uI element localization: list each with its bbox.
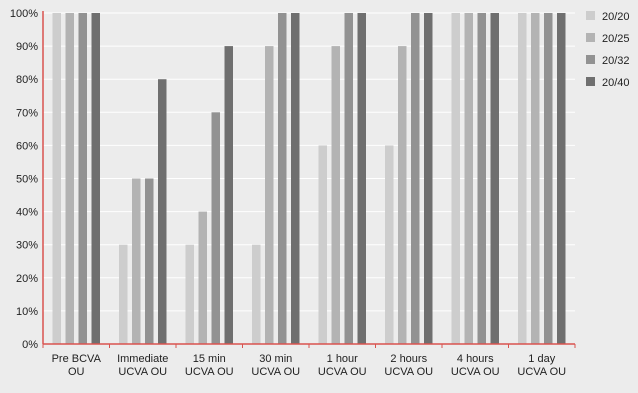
x-category-label: 30 min UCVA OU xyxy=(251,353,300,378)
bar xyxy=(518,13,527,344)
bar xyxy=(78,13,87,344)
gridlines xyxy=(43,12,575,312)
y-tick-label: 80% xyxy=(16,74,38,86)
x-category-labels: Pre BCVA OU Immediate UCVA OU 15 min UCVA OU 3… xyxy=(52,353,567,378)
bar xyxy=(65,13,74,344)
bar xyxy=(411,13,420,344)
bar xyxy=(398,46,407,344)
x-category-label: 2 hours UCVA OU xyxy=(384,353,433,378)
bar xyxy=(318,145,327,344)
x-category-label: 1 day UCVA OU xyxy=(517,353,566,378)
bar xyxy=(132,178,141,344)
legend-swatch xyxy=(586,55,595,64)
y-tick-label: 90% xyxy=(16,41,38,53)
legend-label: 20/25 xyxy=(602,33,630,45)
bar xyxy=(464,13,473,344)
legend-swatch xyxy=(586,11,595,20)
bar xyxy=(331,46,340,344)
bar xyxy=(344,13,353,344)
x-category-label: 15 min UCVA OU xyxy=(185,353,234,378)
legend: 20/20 20/25 20/32 20/40 xyxy=(586,11,630,89)
bar xyxy=(385,145,394,344)
bar xyxy=(52,13,61,344)
bar xyxy=(224,46,233,344)
y-tick-label: 100% xyxy=(10,8,38,20)
y-tick-label: 60% xyxy=(16,140,38,152)
x-category-label: Pre BCVA OU xyxy=(52,353,102,378)
bar xyxy=(477,13,486,344)
x-category-label: 4 hours UCVA OU xyxy=(451,353,500,378)
y-tick-label: 0% xyxy=(22,339,38,351)
axes xyxy=(42,11,576,348)
bar xyxy=(252,244,261,344)
y-tick-label: 70% xyxy=(16,107,38,119)
bars xyxy=(52,13,566,344)
bar xyxy=(278,13,287,344)
legend-label: 20/32 xyxy=(602,55,630,67)
bar xyxy=(531,13,540,344)
x-category-label: Immediate UCVA OU xyxy=(117,353,168,378)
legend-label: 20/40 xyxy=(602,77,630,89)
y-tick-label: 50% xyxy=(16,174,38,186)
y-tick-label: 20% xyxy=(16,273,38,285)
bar xyxy=(158,79,167,344)
bar xyxy=(490,13,499,344)
bar xyxy=(145,178,154,344)
bar xyxy=(544,13,553,344)
y-tick-label: 30% xyxy=(16,240,38,252)
y-tick-labels: 0% 10% 20% 30% 40% 50% 60% 70% 80% 90% 100% xyxy=(10,8,38,351)
legend-label: 20/20 xyxy=(602,11,630,23)
bar xyxy=(451,13,460,344)
bar xyxy=(211,112,220,344)
bar xyxy=(185,244,194,344)
y-tick-label: 40% xyxy=(16,207,38,219)
x-category-label: 1 hour UCVA OU xyxy=(318,353,367,378)
bar xyxy=(557,13,566,344)
bar xyxy=(119,244,128,344)
bar xyxy=(265,46,274,344)
bar xyxy=(91,13,100,344)
bar xyxy=(424,13,433,344)
bar xyxy=(198,211,207,344)
legend-swatch xyxy=(586,33,595,42)
legend-swatch xyxy=(586,77,595,86)
y-tick-label: 10% xyxy=(16,306,38,318)
bar xyxy=(291,13,300,344)
bar xyxy=(357,13,366,344)
